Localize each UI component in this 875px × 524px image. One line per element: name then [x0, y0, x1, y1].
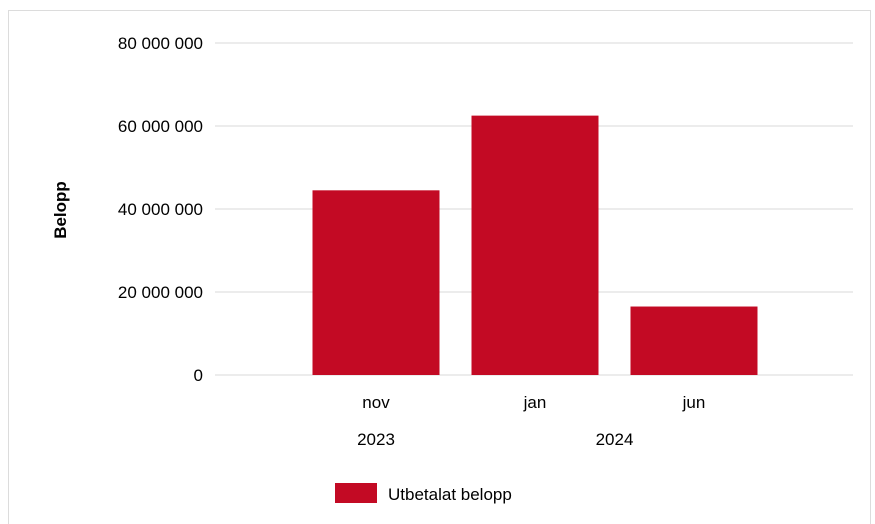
x-axis-year-groups: 2023 2024: [357, 430, 633, 449]
x-axis-ticks: nov jan jun: [362, 393, 705, 412]
y-tick-label: 80 000 000: [118, 34, 203, 53]
x-tick-label: nov: [362, 393, 390, 412]
y-tick-label: 60 000 000: [118, 117, 203, 136]
y-axis-ticks: 0 20 000 000 40 000 000 60 000 000 80 000 00…: [118, 34, 203, 385]
bar-jan[interactable]: [471, 115, 599, 375]
bar-jun[interactable]: [630, 306, 758, 375]
legend-swatch: [335, 483, 377, 503]
x-tick-label: jan: [523, 393, 547, 412]
bar-nov[interactable]: [312, 190, 440, 375]
y-tick-label: 0: [194, 366, 203, 385]
x-tick-label: jun: [682, 393, 706, 412]
legend-label-utbetalat-belopp: Utbetalat belopp: [388, 485, 512, 504]
x-group-label: 2023: [357, 430, 395, 449]
legend[interactable]: Utbetalat belopp: [335, 483, 512, 504]
bars: [312, 115, 758, 375]
x-group-label: 2024: [596, 430, 634, 449]
y-tick-label: 20 000 000: [118, 283, 203, 302]
y-axis-title: Belopp: [51, 181, 70, 239]
y-tick-label: 40 000 000: [118, 200, 203, 219]
